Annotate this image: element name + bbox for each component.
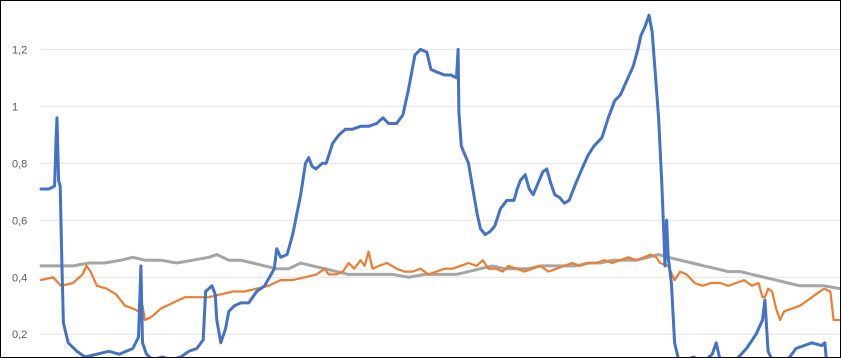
y-tick-label: 0,2 <box>12 329 27 341</box>
y-axis-tick-labels: 0,2 0,4 0,6 0,8 1 1,2 <box>12 44 27 341</box>
y-tick-label: 0,6 <box>12 215 27 227</box>
series-lines <box>39 13 840 357</box>
gridlines <box>41 48 840 335</box>
y-tick-label: 0,4 <box>12 272 27 284</box>
series-line-3 <box>39 253 840 291</box>
y-tick-label: 0,8 <box>12 158 27 170</box>
series-line-1 <box>39 13 828 357</box>
series-line-2 <box>39 250 840 322</box>
y-tick-label: 1 <box>12 101 18 113</box>
y-tick-label: 1,2 <box>12 44 27 56</box>
